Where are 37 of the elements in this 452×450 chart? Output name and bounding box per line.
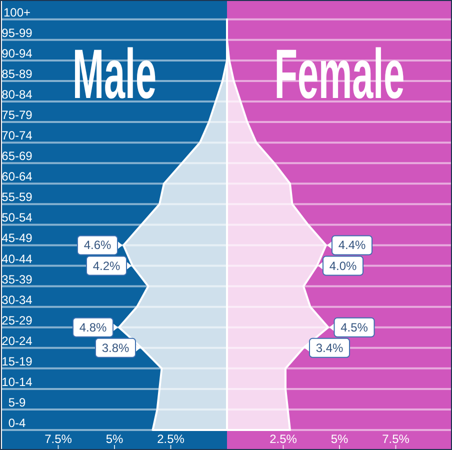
y-tick-label: 0-4 [8,416,26,430]
y-tick-label: 55-59 [2,190,33,204]
data-label: 4.5% [340,320,368,334]
y-tick-label: 40-44 [2,252,33,266]
y-tick-label: 100+ [3,5,31,20]
y-tick-label: 35-39 [2,272,33,286]
y-tick-label: 65-69 [2,149,33,164]
y-tick-label: 30-34 [2,292,33,307]
y-tick-label: 80-84 [2,88,33,102]
x-tick-label: 2.5% [270,432,298,446]
y-tick-label: 5-9 [8,395,26,410]
y-tick-label: 70-74 [2,128,33,143]
x-tick-label: 5% [106,432,124,446]
data-label: 4.6% [84,238,112,252]
series-label: Female [274,34,405,113]
y-tick-label: 90-94 [2,46,33,60]
y-tick-label: 25-29 [2,313,33,328]
y-tick-label: 20-24 [2,334,33,348]
data-label: 4.8% [79,320,107,334]
y-tick-label: 15-19 [2,354,33,368]
y-tick-label: 50-54 [2,210,33,225]
x-tick-label: 7.5% [382,432,410,446]
y-tick-label: 45-49 [2,231,33,246]
y-tick-label: 60-64 [2,170,33,184]
data-label: 3.4% [316,340,344,355]
x-tick-label: 7.5% [44,432,72,446]
series-label: Male [72,34,157,113]
y-tick-label: 85-89 [2,66,33,81]
y-tick-label: 10-14 [2,374,33,389]
data-label: 4.0% [329,258,357,273]
x-tick-label: 5% [330,432,348,446]
x-tick-label: 2.5% [157,432,185,446]
y-tick-label: 75-79 [2,108,33,122]
data-label: 3.8% [102,340,130,355]
data-label: 4.4% [338,238,366,252]
y-tick-label: 95-99 [2,26,33,40]
data-label: 4.2% [92,258,120,273]
